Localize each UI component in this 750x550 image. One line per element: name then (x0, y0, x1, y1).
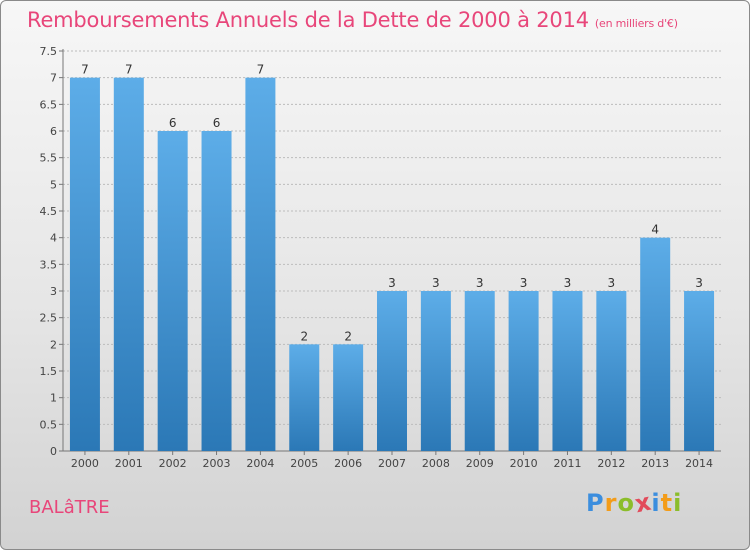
x-tick-label: 2002 (159, 457, 187, 470)
x-tick-label: 2012 (597, 457, 625, 470)
y-tick-label: 6.5 (40, 98, 58, 111)
bar-2008 (420, 291, 451, 451)
logo-letter: i (673, 489, 683, 517)
data-label: 7 (125, 63, 133, 77)
y-tick-label: 4 (50, 232, 57, 245)
x-tick-label: 2014 (685, 457, 713, 470)
y-tick-label: 2 (50, 338, 57, 351)
y-tick-label: 4.5 (40, 205, 58, 218)
y-tick-label: 3.5 (40, 258, 58, 271)
data-label: 4 (651, 223, 659, 237)
chart-title-text: Remboursements Annuels de la Dette de 20… (27, 8, 589, 32)
x-tick-label: 2000 (71, 457, 99, 470)
x-tick-label: 2008 (422, 457, 450, 470)
bar-2003 (201, 131, 232, 451)
data-label: 7 (257, 63, 265, 77)
data-label: 3 (432, 276, 440, 290)
x-tick-label: 2004 (246, 457, 274, 470)
x-tick-label: 2003 (203, 457, 231, 470)
x-tick-label: 2010 (510, 457, 538, 470)
bar-2004 (245, 77, 276, 452)
bar-2006 (333, 344, 364, 451)
y-tick-label: 6 (50, 125, 57, 138)
y-tick-label: 1.5 (40, 365, 58, 378)
data-label: 3 (476, 276, 484, 290)
y-tick-label: 1 (50, 392, 57, 405)
bar-2010 (508, 291, 539, 451)
y-tick-label: 2.5 (40, 312, 58, 325)
y-tick-label: 5 (50, 178, 57, 191)
place-name: BALâTRE (29, 497, 110, 518)
labels: 2000 7 2001 7 2002 6 2003 6 2004 7 2005 2 2006 2 2007 3… (71, 63, 713, 470)
proxiti-logo[interactable]: Proxiti (586, 488, 683, 519)
chart-subtitle: (en milliers d'€) (594, 17, 678, 30)
y-tick-label: 0.5 (40, 418, 58, 431)
data-label: 7 (81, 63, 89, 77)
bar-2011 (552, 291, 583, 451)
bar-2000 (69, 77, 100, 452)
bar-2005 (289, 344, 320, 451)
data-label: 2 (300, 329, 308, 343)
bar-2009 (464, 291, 495, 451)
y-tick-label: 7.5 (40, 45, 58, 58)
y-tick-label: 3 (50, 285, 57, 298)
x-tick-label: 2001 (115, 457, 143, 470)
bar-2002 (157, 131, 188, 451)
bar-2013 (640, 237, 671, 451)
bars (69, 77, 715, 452)
y-tick-label: 5.5 (40, 152, 58, 165)
bar-2001 (113, 77, 144, 452)
data-label: 3 (388, 276, 396, 290)
data-label: 6 (169, 116, 177, 130)
x-tick-label: 2013 (641, 457, 669, 470)
data-label: 2 (344, 329, 352, 343)
logo-letter: o (617, 489, 635, 517)
x-tick-label: 2009 (466, 457, 494, 470)
x-tick-label: 2007 (378, 457, 406, 470)
data-label: 3 (608, 276, 616, 290)
x-tick-label: 2005 (290, 457, 318, 470)
bar-2012 (596, 291, 627, 451)
x-tick-label: 2006 (334, 457, 362, 470)
y-tick-label: 0 (50, 445, 57, 458)
chart-title: Remboursements Annuels de la Dette de 20… (27, 8, 678, 32)
logo-letter: t (660, 489, 674, 517)
logo-letter: i (651, 489, 661, 517)
bar-2007 (377, 291, 407, 451)
data-label: 3 (564, 276, 572, 290)
bar-2014 (684, 291, 715, 451)
x-tick-label: 2011 (553, 457, 581, 470)
data-label: 3 (695, 276, 703, 290)
y-tick-label: 7 (50, 72, 57, 85)
logo-letter: P (586, 489, 605, 517)
logo-letter: r (604, 489, 618, 517)
data-label: 6 (213, 116, 221, 130)
data-label: 3 (520, 276, 528, 290)
